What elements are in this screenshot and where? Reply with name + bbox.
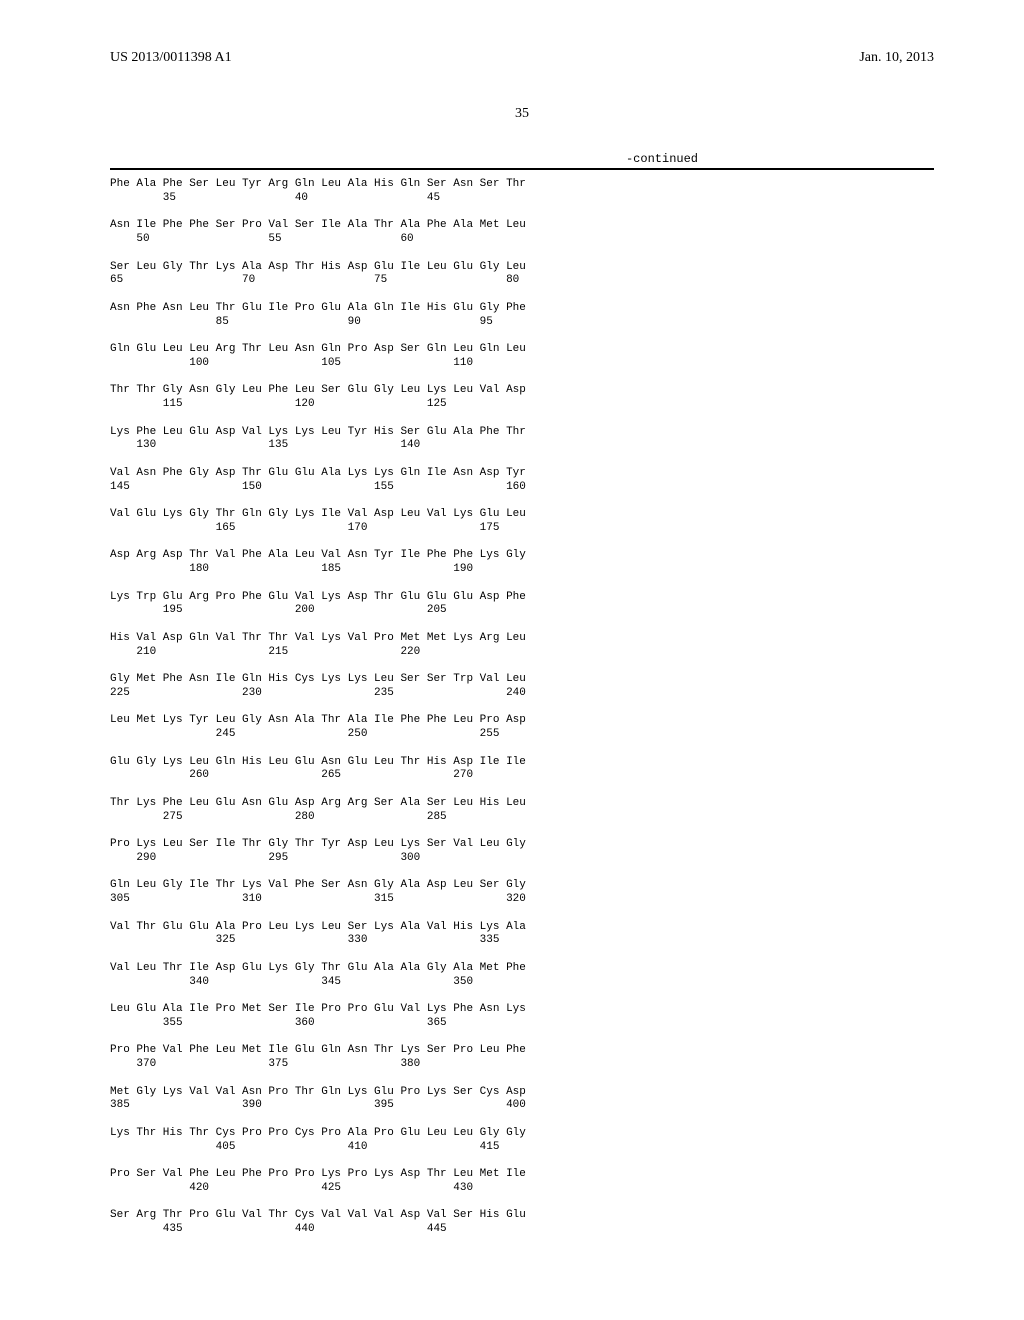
publication-date: Jan. 10, 2013 (859, 50, 934, 66)
page-container: US 2013/0011398 A1 Jan. 10, 2013 35 -con… (0, 0, 1024, 1320)
page-number: 35 (110, 106, 934, 122)
continued-label: -continued (110, 152, 934, 166)
page-header: US 2013/0011398 A1 Jan. 10, 2013 (110, 50, 934, 66)
sequence-listing: Phe Ala Phe Ser Leu Tyr Arg Gln Leu Ala … (110, 178, 934, 1237)
publication-number: US 2013/0011398 A1 (110, 50, 232, 66)
horizontal-rule (110, 168, 934, 170)
